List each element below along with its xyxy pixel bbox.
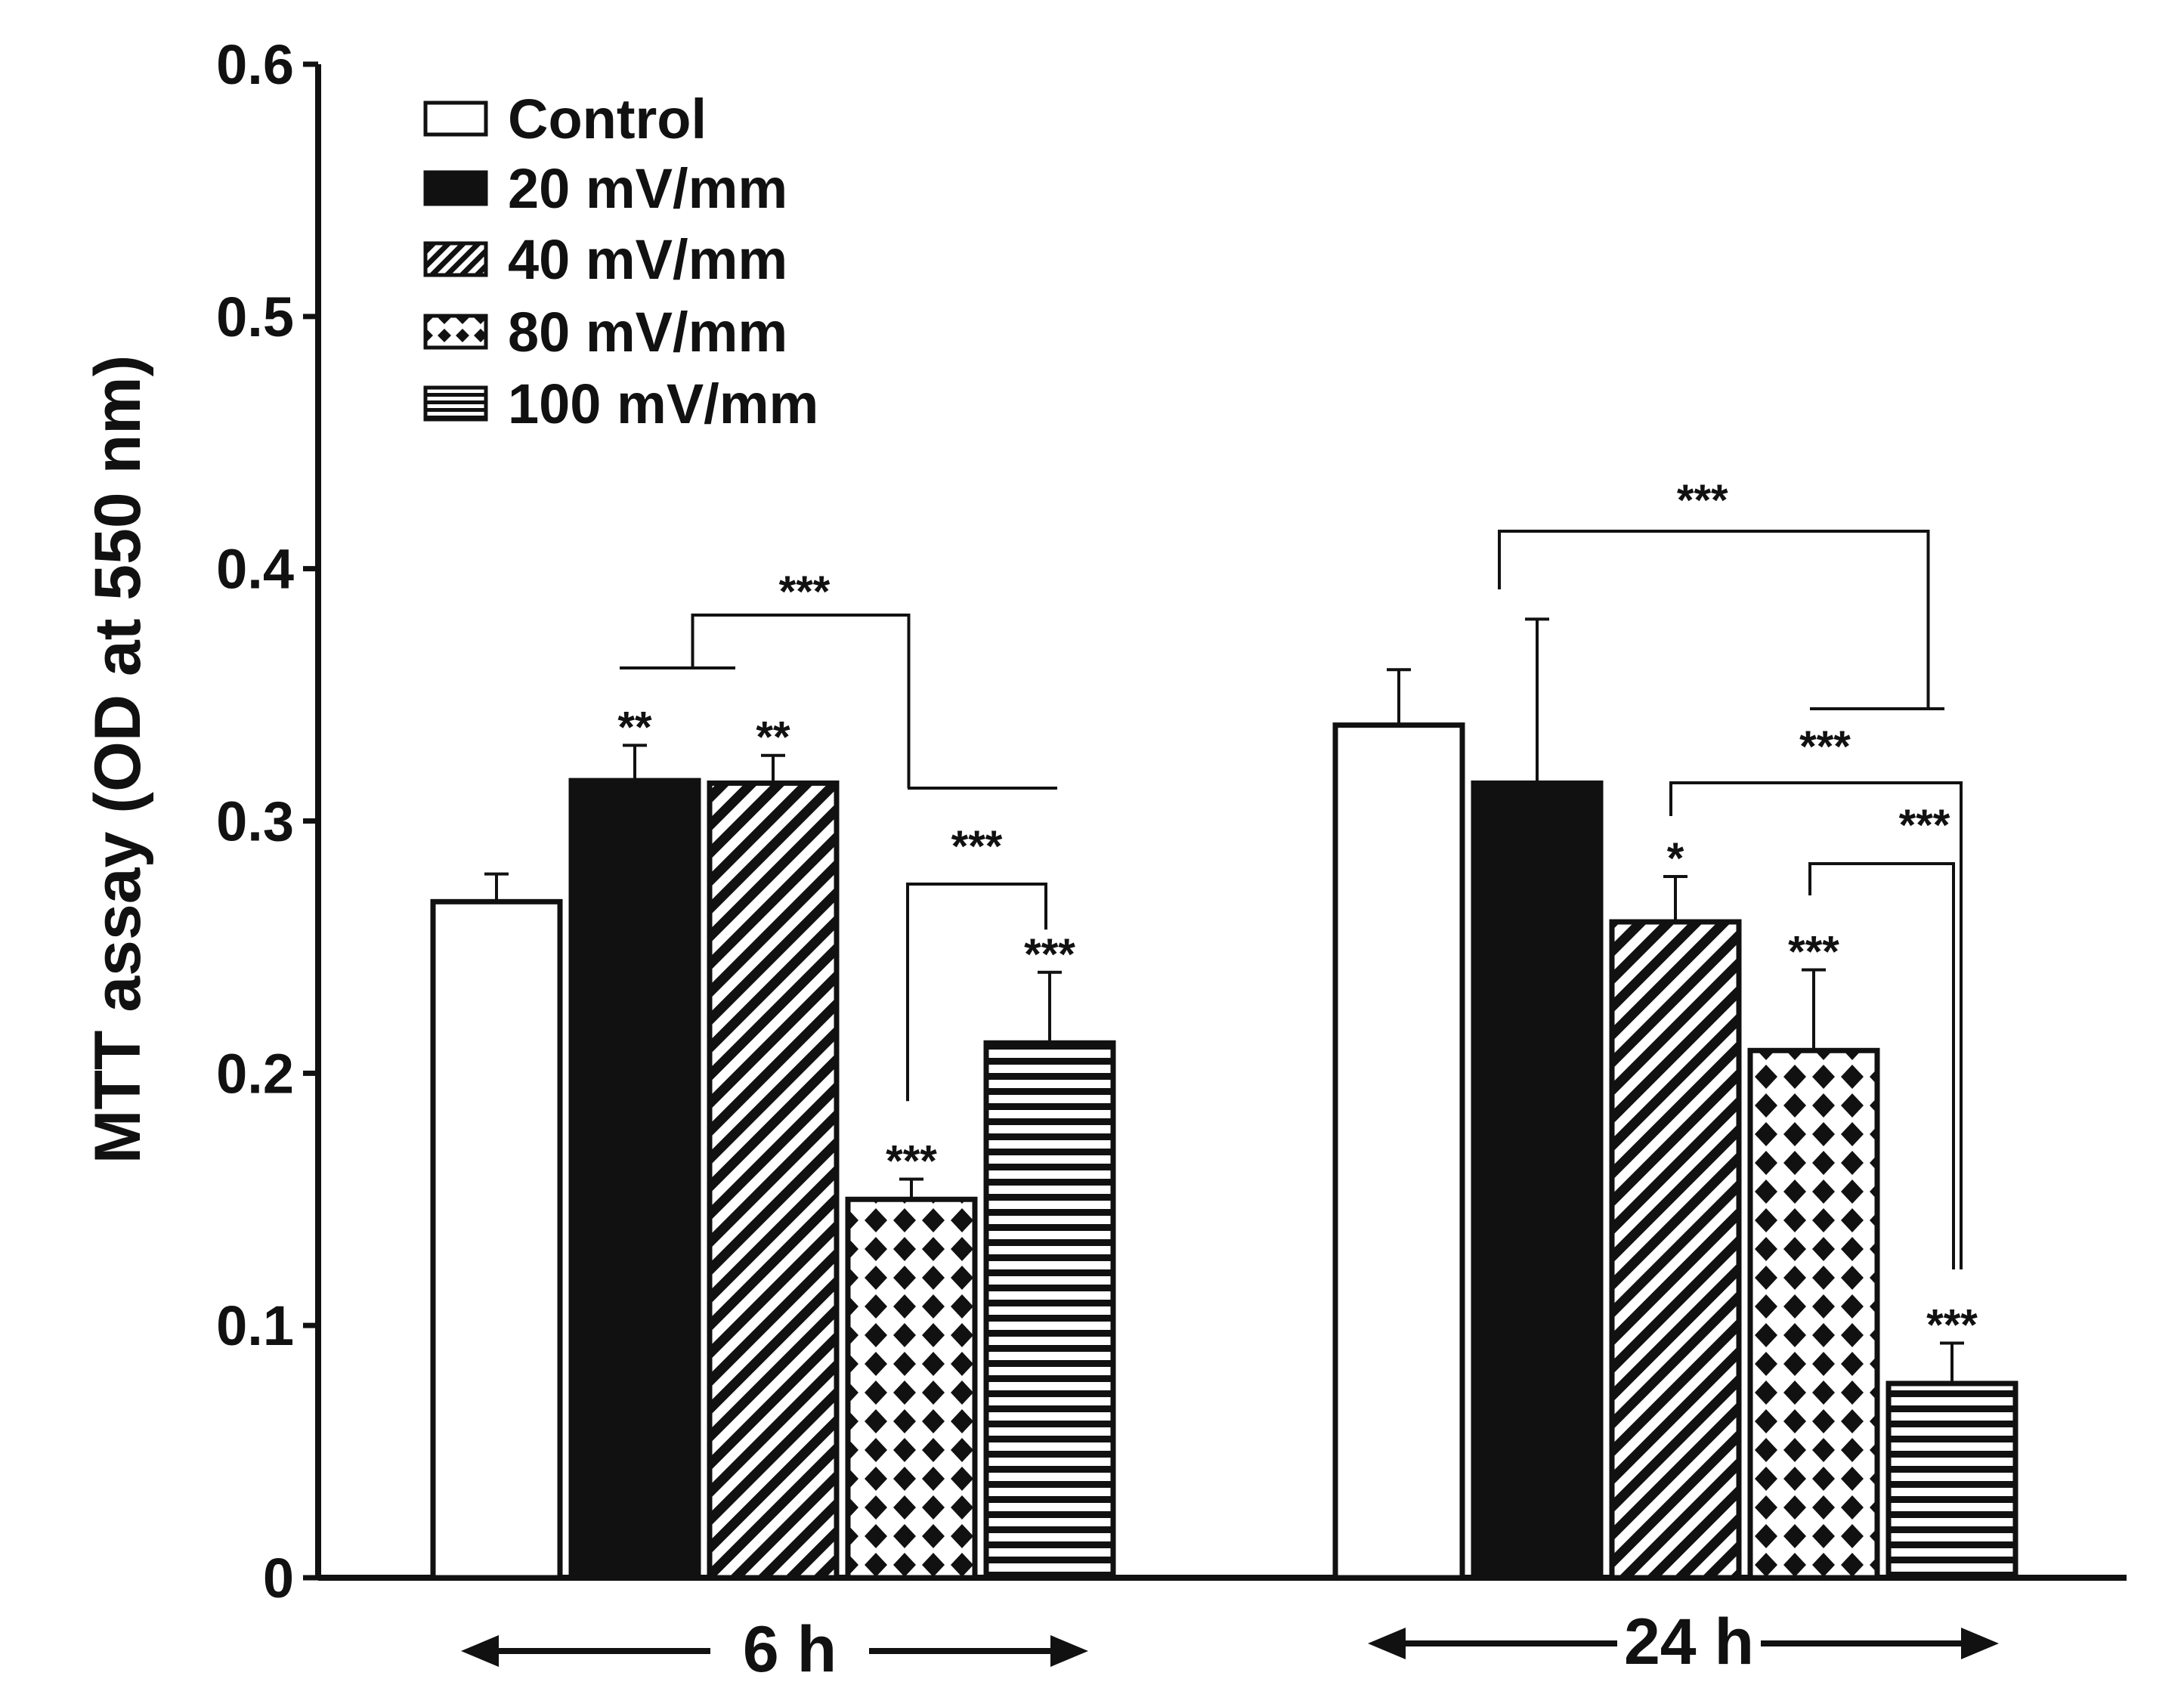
bracket-label-0: *** — [779, 567, 831, 617]
sig-label-80-mv-mm-24-h: *** — [1788, 927, 1839, 976]
group-label-24h: 24 h — [1624, 1606, 1754, 1678]
bar-100-mv-mm-6-h — [983, 1040, 1116, 1581]
y-tick-label-6: 0.6 — [216, 33, 294, 96]
y-tick-label-4: 0.4 — [216, 538, 294, 601]
legend-swatch-40 — [423, 241, 488, 277]
legend-swatch-100 — [423, 385, 488, 422]
legend-label-80: 80 mV/mm — [508, 301, 787, 363]
bar-control-6-h — [430, 898, 563, 1581]
bracket-label-4: *** — [1899, 801, 1950, 850]
sig-label-100-mv-mm-6-h: *** — [1024, 930, 1075, 979]
y-tick-label-5: 0.5 — [216, 286, 294, 348]
bracket-24h-40-100 — [1669, 781, 1963, 1269]
bar-80-mv-mm-6-h — [845, 1196, 978, 1581]
error-bars — [484, 617, 1964, 1384]
group-6h-arrow — [461, 1635, 1088, 1667]
comparison-brackets: *************** — [620, 476, 1963, 1269]
legend-label-20: 20 mV/mm — [508, 157, 787, 220]
bar-20-mv-mm-24-h — [1471, 780, 1604, 1581]
bracket-label-2: *** — [1677, 476, 1728, 525]
significance-labels: ** *************** — [617, 703, 1978, 1350]
y-tick-label-3: 0.3 — [216, 790, 294, 853]
sig-label-80-mv-mm-6-h: *** — [886, 1137, 937, 1186]
legend-swatch-80 — [423, 314, 488, 350]
y-tick-label-0: 0 — [263, 1547, 294, 1609]
y-tick-label-1: 0.1 — [216, 1294, 294, 1357]
bracket-6h-80-100 — [906, 883, 1047, 1102]
group-label-6h: 6 h — [743, 1613, 837, 1682]
sig-label-100-mv-mm-24-h: *** — [1926, 1301, 1978, 1350]
bracket-24h-80-100 — [1808, 862, 1955, 1269]
sig-label-40-mv-mm-6-h: ** — [756, 713, 790, 762]
bar-control-24-h — [1332, 722, 1465, 1581]
bar-80-mv-mm-24-h — [1747, 1047, 1880, 1581]
bracket-24h-main — [1498, 530, 1930, 709]
bar-20-mv-mm-6-h — [568, 778, 701, 1581]
y-tick-label-2: 0.2 — [216, 1042, 294, 1105]
legend-swatch-control — [423, 100, 488, 137]
sig-label-20-mv-mm-6-h: ** — [617, 703, 652, 752]
bracket-label-3: *** — [1799, 722, 1851, 771]
legend: Control 20 mV/mm 40 mV/mm 80 mV/mm 100 m… — [423, 88, 818, 435]
bar-100-mv-mm-24-h — [1885, 1381, 2018, 1581]
bracket-label-1: *** — [951, 822, 1003, 871]
bar-40-mv-mm-24-h — [1609, 919, 1742, 1581]
legend-label-control: Control — [508, 88, 707, 150]
legend-label-100: 100 mV/mm — [508, 373, 818, 435]
group-24h-arrow — [1368, 1628, 1999, 1659]
sig-label-40-mv-mm-24-h: * — [1667, 834, 1684, 883]
y-axis-label: MTT assay (OD at 550 nm) — [82, 355, 154, 1164]
bar-40-mv-mm-6-h — [707, 780, 840, 1581]
y-ticks: 0 0.1 0.2 0.3 0.4 0.5 0.6 — [216, 33, 318, 1609]
bars — [430, 722, 2018, 1581]
bracket-6h-main — [691, 614, 911, 788]
legend-swatch-20 — [423, 170, 488, 206]
legend-label-40: 40 mV/mm — [508, 228, 787, 291]
